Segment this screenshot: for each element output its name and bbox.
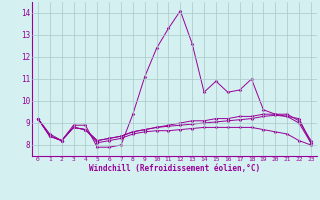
X-axis label: Windchill (Refroidissement éolien,°C): Windchill (Refroidissement éolien,°C) <box>89 164 260 173</box>
